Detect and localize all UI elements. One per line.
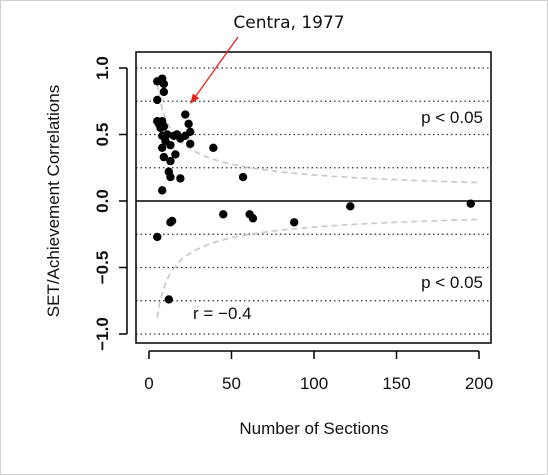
plot-frame (135, 51, 492, 344)
data-points (153, 74, 475, 304)
data-point (209, 143, 218, 152)
x-tick-label: 50 (222, 374, 241, 393)
annotation-p-upper: p < 0.05 (421, 108, 483, 127)
y-tick-label: 1.0 (93, 56, 112, 80)
significance-curves (156, 84, 480, 318)
y-axis: −1.0 −0.5 0.0 0.5 1.0 (93, 56, 128, 351)
data-point (166, 172, 175, 182)
data-point (346, 202, 355, 211)
callout-arrowhead (190, 93, 200, 104)
data-point (238, 172, 248, 182)
y-tick-label: 0.5 (93, 123, 112, 147)
y-axis-label: SET/Achievement Correlations (44, 85, 63, 317)
data-point (158, 186, 167, 195)
x-tick-label: 150 (382, 374, 410, 393)
data-point (248, 214, 258, 223)
data-point (176, 174, 185, 183)
y-tick-label: 0.0 (93, 189, 112, 213)
y-tick-label: −0.5 (93, 251, 112, 285)
x-axis-label: Number of Sections (239, 419, 388, 438)
data-point (171, 150, 180, 159)
data-point (186, 139, 195, 149)
callout-label: Centra, 1977 (233, 13, 344, 33)
data-point (159, 122, 169, 131)
x-tick-label: 200 (465, 374, 493, 393)
gridlines (136, 67, 491, 335)
data-point (466, 199, 475, 208)
data-point (164, 295, 173, 304)
data-point (159, 87, 169, 97)
x-axis: 0 50 100 150 200 (144, 350, 493, 393)
data-point (166, 140, 175, 150)
data-point (184, 119, 193, 129)
data-point (181, 110, 190, 119)
data-point (153, 232, 162, 242)
data-point (290, 218, 299, 227)
data-point (159, 79, 169, 89)
callout-arrow (195, 36, 239, 97)
annotation-correlation: r = −0.4 (193, 304, 252, 323)
y-tick-label: −1.0 (93, 317, 112, 351)
data-point (166, 156, 175, 166)
x-tick-label: 100 (300, 374, 328, 393)
data-point (158, 143, 167, 152)
upper-significance-curve (156, 84, 480, 184)
lower-significance-curve (156, 218, 480, 318)
data-point (186, 127, 195, 137)
data-point (219, 210, 228, 219)
annotation-p-lower: p < 0.05 (421, 273, 483, 292)
data-point (167, 216, 177, 226)
data-point (159, 152, 169, 162)
data-point (153, 95, 162, 105)
x-tick-label: 0 (144, 374, 153, 393)
